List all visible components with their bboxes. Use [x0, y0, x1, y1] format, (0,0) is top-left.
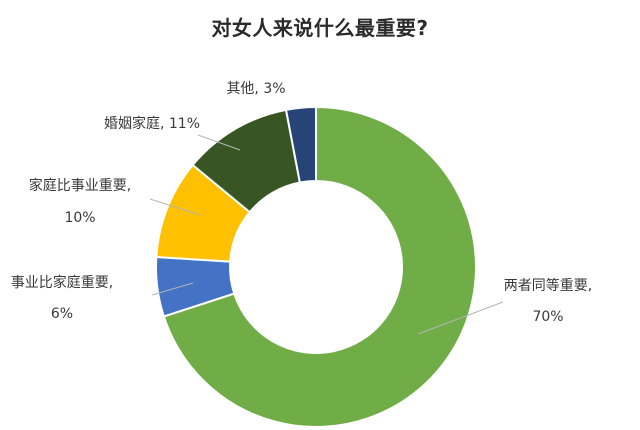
chart-title: 对女人来说什么最重要? [211, 16, 429, 40]
donut-slice [162, 105, 477, 428]
slice-label: 两者同等重要, [504, 277, 592, 294]
slice-value-label: 10% [64, 210, 95, 226]
slice-value-label: 70% [532, 309, 563, 325]
label-leader-line [417, 301, 504, 335]
slice-label: 家庭比事业重要, [29, 177, 131, 194]
slice-label: 事业比家庭重要, [11, 274, 113, 291]
slice-label: 其他, 3% [226, 81, 285, 97]
donut-slice [284, 105, 317, 184]
slice-label: 婚姻家庭, 11% [104, 115, 200, 132]
label-leader-line [151, 282, 194, 296]
label-leader-line [149, 198, 201, 216]
slice-value-label: 6% [51, 306, 73, 322]
label-leader-line [197, 134, 241, 151]
